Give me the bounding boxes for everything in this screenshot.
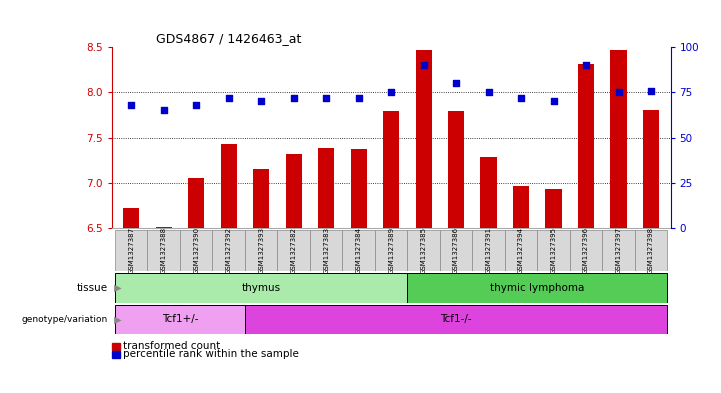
Text: ▶: ▶: [111, 314, 122, 324]
Bar: [123, 208, 139, 228]
Bar: [602, 230, 634, 271]
Point: [353, 95, 364, 101]
Bar: [505, 230, 537, 271]
Bar: [342, 230, 375, 271]
Bar: [221, 144, 236, 228]
Bar: [407, 273, 667, 303]
Point: [516, 95, 527, 101]
Text: GSM1327382: GSM1327382: [291, 227, 296, 274]
Point: [548, 98, 559, 105]
Text: GSM1327395: GSM1327395: [551, 227, 557, 274]
Text: GSM1327390: GSM1327390: [193, 227, 199, 274]
Point: [580, 62, 592, 68]
Text: thymic lymphoma: thymic lymphoma: [490, 283, 585, 293]
Point: [386, 89, 397, 95]
Bar: [383, 111, 399, 228]
Text: GSM1327387: GSM1327387: [128, 227, 134, 274]
Bar: [115, 305, 245, 334]
Bar: [318, 149, 335, 228]
Text: percentile rank within the sample: percentile rank within the sample: [123, 349, 299, 359]
Text: thymus: thymus: [242, 283, 280, 293]
Text: genotype/variation: genotype/variation: [22, 315, 108, 324]
Bar: [115, 273, 407, 303]
Point: [418, 62, 430, 68]
Text: Tcf1-/-: Tcf1-/-: [441, 314, 472, 324]
Bar: [570, 230, 602, 271]
Point: [451, 80, 462, 86]
Bar: [448, 111, 464, 228]
Text: GSM1327384: GSM1327384: [355, 227, 362, 274]
Bar: [415, 50, 432, 228]
Bar: [513, 186, 529, 228]
Bar: [611, 50, 627, 228]
Point: [255, 98, 267, 105]
Point: [190, 102, 202, 108]
Bar: [634, 230, 667, 271]
Text: GSM1327398: GSM1327398: [648, 227, 654, 274]
Point: [158, 107, 169, 114]
Text: GSM1327389: GSM1327389: [388, 227, 394, 274]
Bar: [245, 305, 667, 334]
Bar: [188, 178, 204, 228]
Text: GSM1327385: GSM1327385: [420, 227, 427, 274]
Bar: [213, 230, 245, 271]
Bar: [480, 156, 497, 228]
Bar: [472, 230, 505, 271]
Point: [223, 95, 234, 101]
Point: [483, 89, 495, 95]
Bar: [278, 230, 310, 271]
Bar: [156, 227, 172, 228]
Text: GDS4867 / 1426463_at: GDS4867 / 1426463_at: [156, 32, 302, 45]
Text: GSM1327396: GSM1327396: [583, 227, 589, 274]
Text: tissue: tissue: [77, 283, 108, 293]
Bar: [245, 230, 278, 271]
Text: GSM1327386: GSM1327386: [453, 227, 459, 274]
Point: [288, 95, 299, 101]
Text: ▶: ▶: [111, 283, 122, 293]
Point: [125, 102, 137, 108]
Text: GSM1327388: GSM1327388: [161, 227, 167, 274]
Bar: [310, 230, 342, 271]
Point: [320, 95, 332, 101]
Bar: [546, 189, 562, 228]
Text: transformed count: transformed count: [123, 341, 221, 351]
Point: [645, 87, 657, 94]
Bar: [115, 230, 148, 271]
Text: GSM1327383: GSM1327383: [323, 227, 329, 274]
Bar: [537, 230, 570, 271]
Point: [613, 89, 624, 95]
Text: Tcf1+/-: Tcf1+/-: [162, 314, 198, 324]
Bar: [253, 169, 270, 228]
Text: GSM1327392: GSM1327392: [226, 227, 231, 274]
Bar: [578, 64, 594, 228]
Text: GSM1327391: GSM1327391: [486, 227, 492, 274]
Bar: [643, 110, 659, 228]
Bar: [286, 154, 302, 228]
Text: GSM1327393: GSM1327393: [258, 227, 264, 274]
Bar: [407, 230, 440, 271]
Text: GSM1327394: GSM1327394: [518, 227, 524, 274]
Bar: [148, 230, 180, 271]
Bar: [350, 149, 367, 228]
Bar: [375, 230, 407, 271]
Bar: [440, 230, 472, 271]
Bar: [180, 230, 213, 271]
Text: GSM1327397: GSM1327397: [616, 227, 622, 274]
